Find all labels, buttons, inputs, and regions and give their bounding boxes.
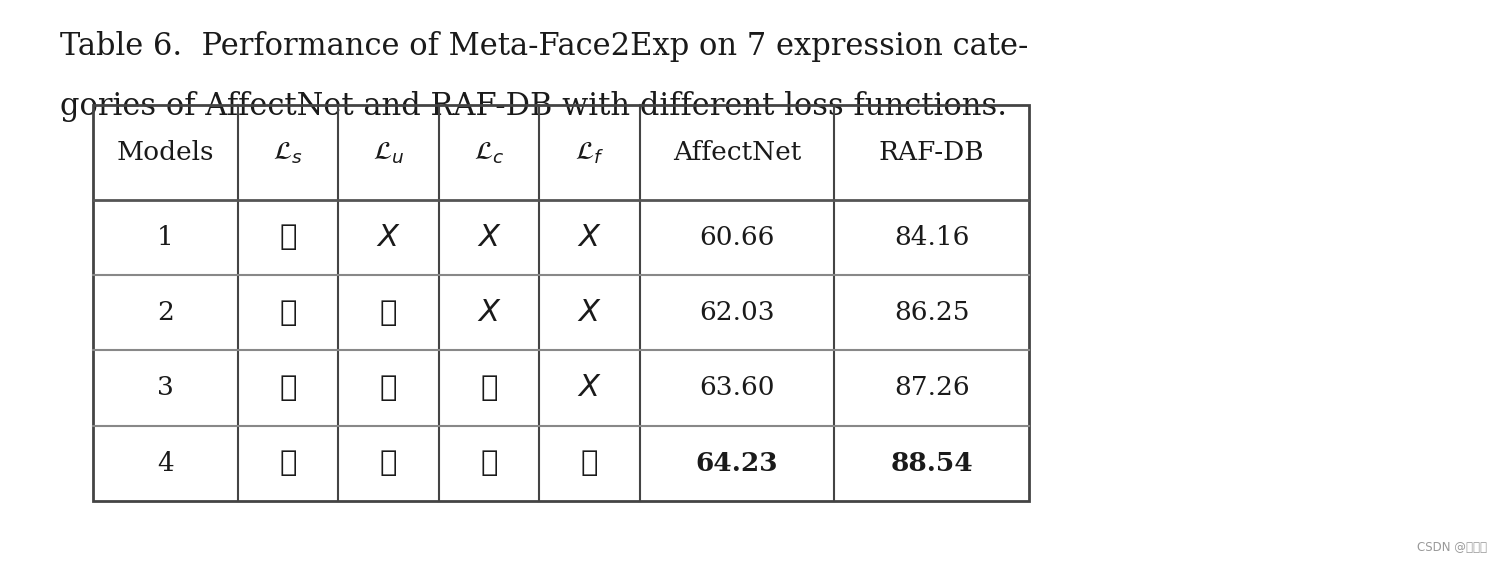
- Text: 84.16: 84.16: [894, 225, 969, 250]
- Text: 88.54: 88.54: [891, 451, 973, 476]
- Text: $\mathit{X}$: $\mathit{X}$: [577, 374, 602, 402]
- Text: CSDN @猫头丁: CSDN @猫头丁: [1416, 541, 1487, 554]
- Text: ✓: ✓: [279, 449, 297, 477]
- Text: RAF-DB: RAF-DB: [879, 140, 984, 165]
- Text: ✓: ✓: [581, 449, 598, 477]
- Text: $\mathit{X}$: $\mathit{X}$: [476, 298, 502, 327]
- Text: ✓: ✓: [481, 374, 497, 402]
- Bar: [93, 105, 1029, 501]
- Text: $\mathcal{L}_s$: $\mathcal{L}_s$: [273, 139, 303, 165]
- Text: ✓: ✓: [279, 299, 297, 327]
- Text: $\mathit{X}$: $\mathit{X}$: [476, 223, 502, 252]
- Text: $\mathit{X}$: $\mathit{X}$: [577, 223, 602, 252]
- Text: gories of AffectNet and RAF-DB with different loss functions.: gories of AffectNet and RAF-DB with diff…: [60, 91, 1006, 122]
- Text: 63.60: 63.60: [700, 375, 775, 401]
- Text: $\mathcal{L}_f$: $\mathcal{L}_f$: [575, 139, 604, 165]
- Text: $\mathcal{L}_u$: $\mathcal{L}_u$: [372, 139, 404, 165]
- Text: $\mathit{X}$: $\mathit{X}$: [377, 223, 401, 252]
- Text: ✓: ✓: [380, 299, 398, 327]
- Text: 60.66: 60.66: [700, 225, 775, 250]
- Text: 1: 1: [158, 225, 174, 250]
- Text: $\mathcal{L}_c$: $\mathcal{L}_c$: [473, 139, 505, 165]
- Text: Table 6.  Performance of Meta-Face2Exp on 7 expression cate-: Table 6. Performance of Meta-Face2Exp on…: [60, 31, 1029, 62]
- Text: 64.23: 64.23: [695, 451, 778, 476]
- Text: ✓: ✓: [380, 374, 398, 402]
- Text: ✓: ✓: [279, 224, 297, 251]
- Text: ✓: ✓: [380, 449, 398, 477]
- Text: $\mathit{X}$: $\mathit{X}$: [577, 298, 602, 327]
- Text: 2: 2: [158, 300, 174, 325]
- Text: 4: 4: [158, 451, 174, 476]
- Text: 86.25: 86.25: [894, 300, 969, 325]
- Text: AffectNet: AffectNet: [673, 140, 801, 165]
- Text: Models: Models: [117, 140, 215, 165]
- Text: 87.26: 87.26: [894, 375, 969, 401]
- Text: 3: 3: [158, 375, 174, 401]
- Text: ✓: ✓: [481, 449, 497, 477]
- Text: ✓: ✓: [279, 374, 297, 402]
- Text: 62.03: 62.03: [698, 300, 775, 325]
